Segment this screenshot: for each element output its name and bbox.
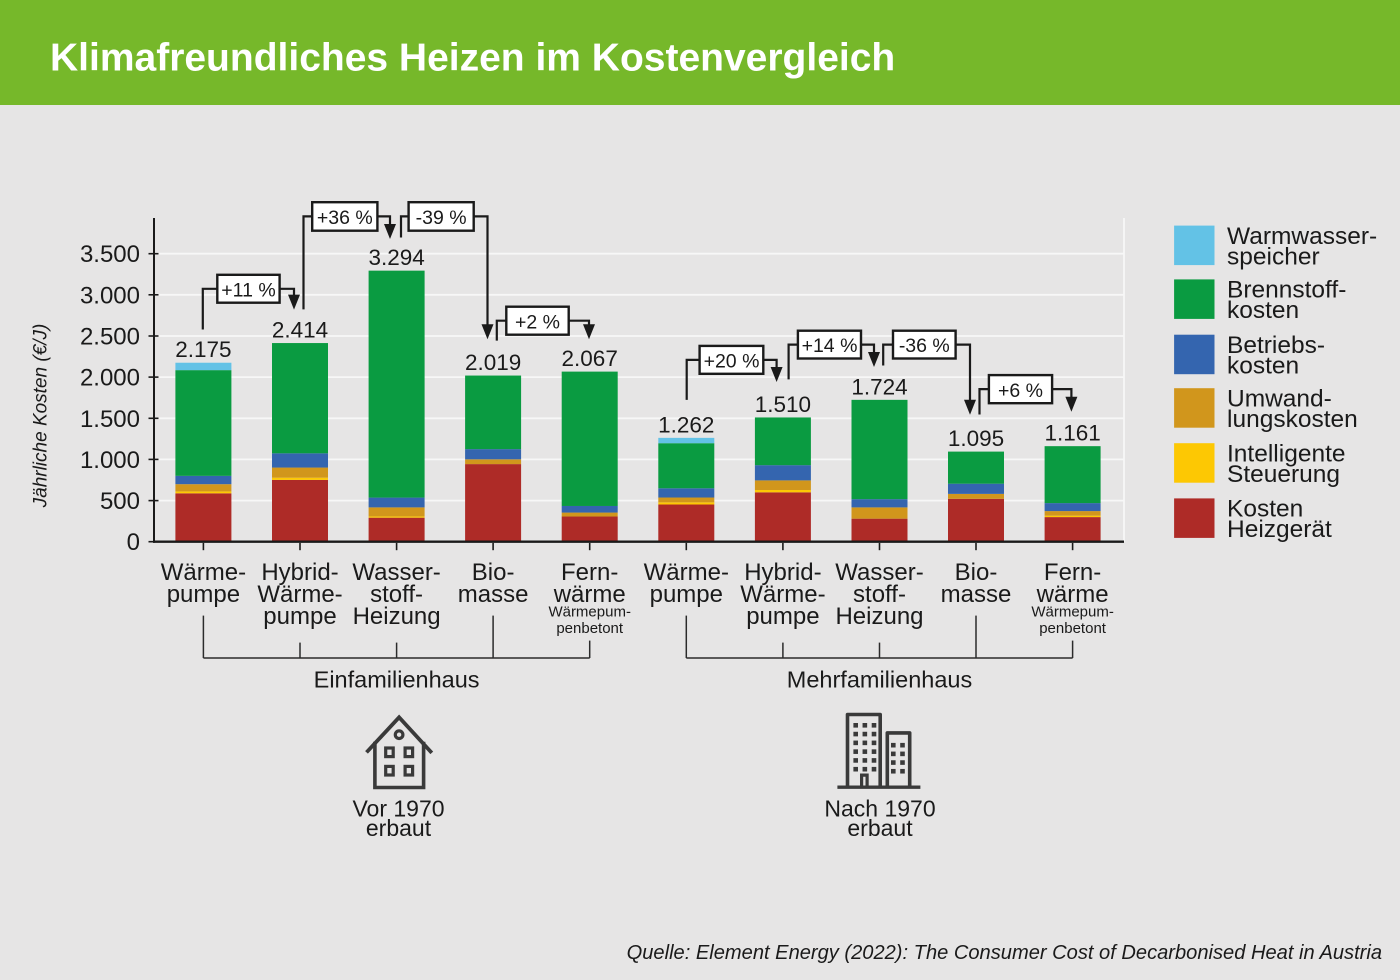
svg-text:Bio-: Bio- [955, 559, 998, 586]
svg-text:1.262: 1.262 [658, 412, 714, 437]
svg-text:masse: masse [458, 581, 529, 608]
svg-text:2.500: 2.500 [80, 324, 140, 351]
svg-text:Wärme-: Wärme- [644, 559, 729, 586]
svg-text:masse: masse [941, 581, 1012, 608]
svg-text:pumpe: pumpe [746, 603, 819, 630]
svg-text:Klimafreundliches Heizen im Ko: Klimafreundliches Heizen im Kostenvergle… [50, 37, 895, 80]
svg-text:Jährliche Kosten (€/J): Jährliche Kosten (€/J) [31, 324, 52, 509]
svg-text:Quelle: Element Energy (2022):: Quelle: Element Energy (2022): The Consu… [627, 942, 1382, 964]
svg-text:2.067: 2.067 [562, 346, 618, 371]
svg-text:Wärme-: Wärme- [257, 581, 342, 608]
svg-text:1.000: 1.000 [80, 447, 140, 474]
svg-text:+20 %: +20 % [704, 351, 760, 373]
svg-text:Einfamilienhaus: Einfamilienhaus [314, 667, 480, 693]
svg-text:Warmwasser-: Warmwasser- [1227, 223, 1377, 250]
svg-text:kosten: kosten [1227, 352, 1299, 379]
svg-text:Wärmepum-: Wärmepum- [548, 603, 631, 620]
svg-text:3.500: 3.500 [80, 241, 140, 268]
svg-text:Intelligente: Intelligente [1227, 440, 1346, 467]
svg-text:3.294: 3.294 [368, 245, 424, 270]
svg-text:+2 %: +2 % [515, 311, 560, 333]
svg-text:pumpe: pumpe [650, 581, 723, 608]
svg-text:wärme: wärme [553, 581, 626, 608]
svg-text:2.414: 2.414 [272, 318, 328, 343]
svg-text:Hybrid-: Hybrid- [261, 559, 338, 586]
svg-text:erbaut: erbaut [366, 815, 432, 841]
svg-text:1.510: 1.510 [755, 392, 811, 417]
svg-text:penbetont: penbetont [1039, 620, 1107, 637]
svg-text:Wärme-: Wärme- [161, 559, 246, 586]
svg-text:1.500: 1.500 [80, 406, 140, 433]
svg-text:1.161: 1.161 [1044, 421, 1100, 446]
svg-text:+14 %: +14 % [802, 335, 858, 357]
svg-text:500: 500 [100, 488, 140, 515]
svg-text:Kosten: Kosten [1227, 496, 1303, 523]
svg-text:Heizgerät: Heizgerät [1227, 516, 1332, 543]
svg-text:Brennstoff-: Brennstoff- [1227, 277, 1346, 304]
svg-text:+11 %: +11 % [221, 279, 275, 301]
svg-text:kosten: kosten [1227, 297, 1299, 324]
svg-text:Wärmepum-: Wärmepum- [1031, 603, 1114, 620]
svg-text:stoff-: stoff- [853, 581, 906, 608]
svg-text:Umwand-: Umwand- [1227, 385, 1332, 412]
svg-text:wärme: wärme [1036, 581, 1109, 608]
svg-text:Vor 1970: Vor 1970 [352, 796, 444, 822]
svg-text:Mehrfamilienhaus: Mehrfamilienhaus [787, 667, 972, 693]
svg-text:2.175: 2.175 [175, 337, 231, 362]
svg-text:+36 %: +36 % [317, 207, 373, 229]
svg-text:2.019: 2.019 [465, 350, 521, 375]
svg-text:0: 0 [127, 529, 140, 556]
svg-text:Fern-: Fern- [561, 559, 618, 586]
svg-text:Hybrid-: Hybrid- [744, 559, 821, 586]
svg-text:-39 %: -39 % [416, 207, 467, 229]
svg-text:Wasser-: Wasser- [352, 559, 440, 586]
svg-text:Steuerung: Steuerung [1227, 461, 1340, 488]
svg-text:pumpe: pumpe [167, 581, 240, 608]
svg-text:erbaut: erbaut [847, 815, 913, 841]
svg-text:Betriebs-: Betriebs- [1227, 332, 1325, 359]
svg-text:Wasser-: Wasser- [835, 559, 923, 586]
svg-text:speicher: speicher [1227, 243, 1320, 270]
svg-text:penbetont: penbetont [556, 620, 624, 637]
svg-text:Nach 1970: Nach 1970 [824, 796, 935, 822]
svg-text:Wärme-: Wärme- [740, 581, 825, 608]
svg-text:stoff-: stoff- [370, 581, 423, 608]
svg-text:Bio-: Bio- [472, 559, 515, 586]
svg-text:2.000: 2.000 [80, 365, 140, 392]
svg-text:1.095: 1.095 [948, 426, 1004, 451]
svg-text:Fern-: Fern- [1044, 559, 1101, 586]
svg-text:3.000: 3.000 [80, 282, 140, 309]
svg-text:+6 %: +6 % [998, 380, 1043, 402]
svg-text:lungskosten: lungskosten [1227, 406, 1358, 433]
svg-text:Heizung: Heizung [835, 603, 923, 630]
svg-text:1.724: 1.724 [851, 374, 907, 399]
svg-text:-36 %: -36 % [899, 335, 950, 357]
svg-text:Heizung: Heizung [353, 603, 441, 630]
svg-text:pumpe: pumpe [263, 603, 336, 630]
